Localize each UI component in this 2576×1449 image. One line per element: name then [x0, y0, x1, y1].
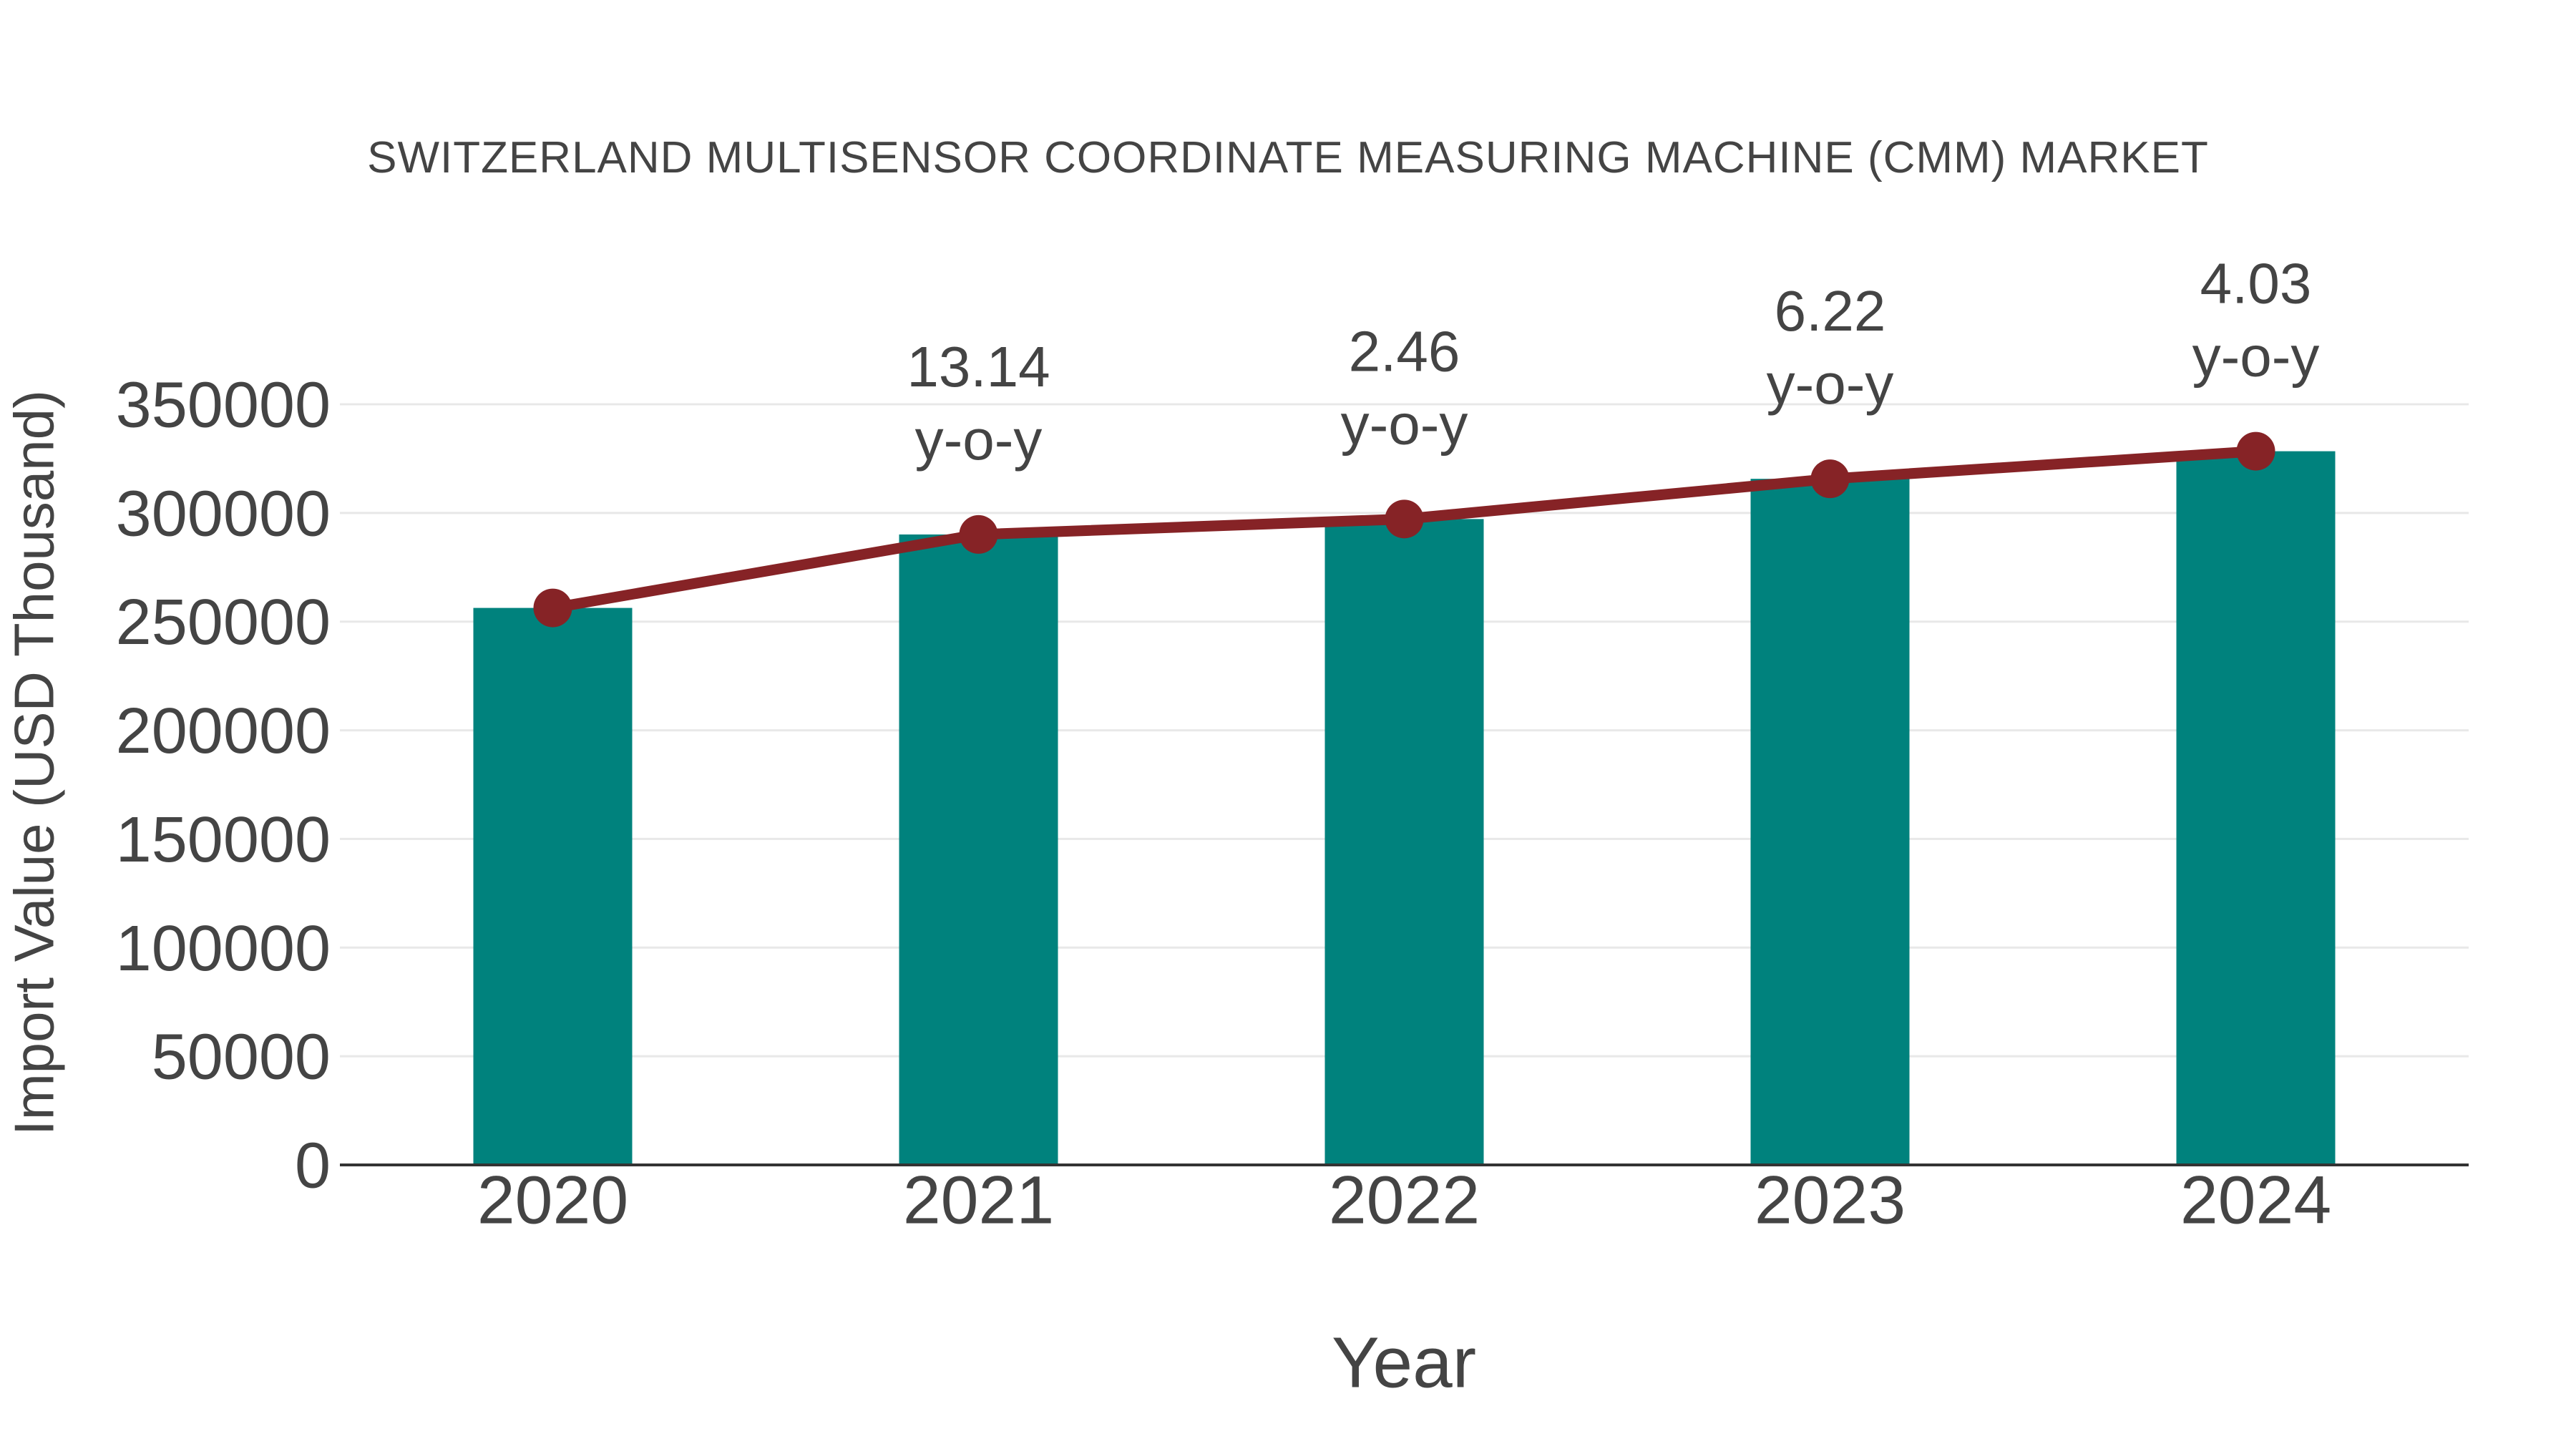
- point-label-suffix: y-o-y: [2192, 325, 2320, 389]
- y-tick-label: 350000: [116, 370, 331, 441]
- x-tick-label: 2022: [1329, 1162, 1480, 1238]
- y-tick-label: 150000: [116, 804, 331, 876]
- y-tick-label: 100000: [116, 913, 331, 985]
- data-point-marker: [959, 514, 998, 554]
- point-label-value: 6.22: [1775, 279, 1886, 343]
- bar-2021: [899, 534, 1058, 1165]
- y-tick-label: 0: [295, 1131, 331, 1202]
- point-label-value: 13.14: [907, 335, 1050, 399]
- y-tick-label: 300000: [116, 478, 331, 550]
- chart-title: SWITZERLAND MULTISENSOR COORDINATE MEASU…: [367, 133, 2209, 182]
- point-label-value: 2.46: [1349, 319, 1460, 383]
- point-label-suffix: y-o-y: [1341, 392, 1468, 456]
- data-point-marker: [533, 588, 572, 628]
- x-tick-label: 2020: [477, 1162, 628, 1238]
- point-label-value: 4.03: [2200, 252, 2312, 316]
- bar-2023: [1750, 479, 1910, 1165]
- point-label-suffix: y-o-y: [1767, 352, 1894, 416]
- y-axis-title: Import Value (USD Thousand): [2, 390, 66, 1136]
- x-axis-title: Year: [1331, 1322, 1477, 1403]
- data-point-marker: [1810, 459, 1850, 499]
- data-point-marker: [2236, 431, 2275, 471]
- x-tick-label: 2023: [1755, 1162, 1906, 1238]
- y-tick-label: 200000: [116, 696, 331, 767]
- bar-2020: [473, 608, 633, 1165]
- bar-2024: [2176, 451, 2336, 1165]
- point-label-suffix: y-o-y: [915, 408, 1043, 472]
- x-tick-label: 2024: [2180, 1162, 2331, 1238]
- y-tick-label: 250000: [116, 587, 331, 658]
- x-tick-label: 2021: [903, 1162, 1054, 1238]
- data-point-marker: [1385, 499, 1424, 539]
- bar-2022: [1324, 519, 1484, 1165]
- y-tick-label: 50000: [152, 1022, 331, 1093]
